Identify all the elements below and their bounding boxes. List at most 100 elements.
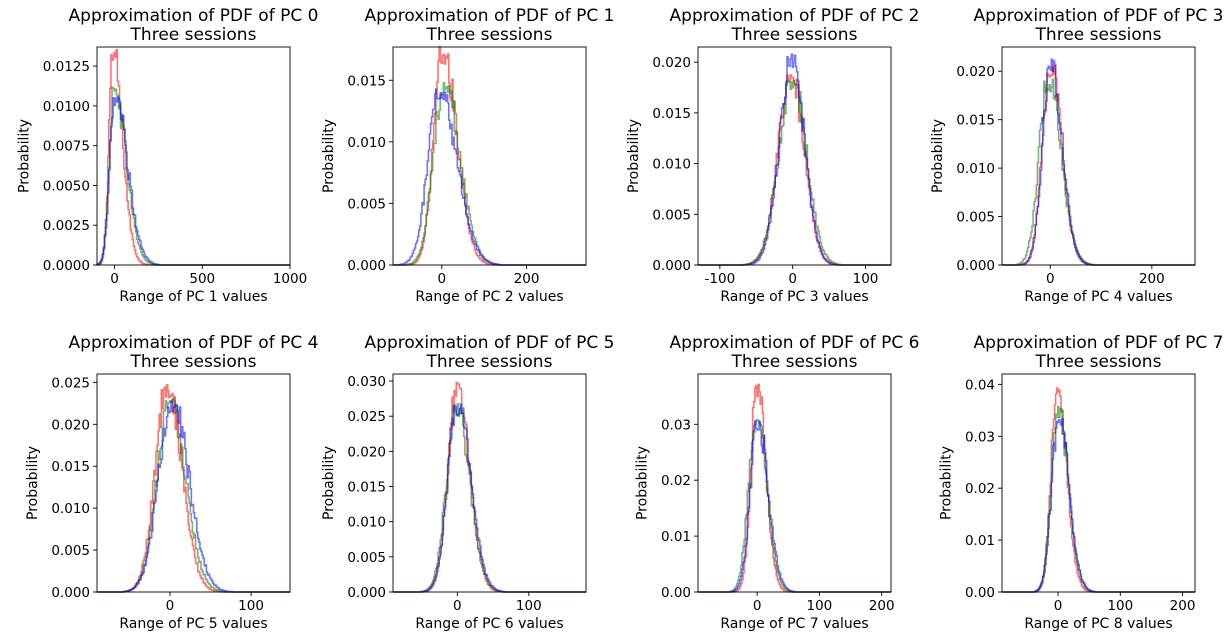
y-tick-label: 0.005 (652, 207, 691, 223)
y-tick-label: 0.020 (347, 444, 386, 460)
subplot-subtitle: Three sessions (1035, 352, 1162, 372)
y-tick-label: 0.010 (652, 157, 691, 173)
y-axis-label: Probability (25, 446, 41, 520)
y-tick-label: 0.0075 (43, 139, 90, 155)
histogram-series-0 (393, 45, 586, 266)
x-tick-label: 200 (869, 598, 895, 614)
histogram-series-0 (393, 381, 586, 593)
histogram-series-1 (97, 398, 290, 593)
y-tick-label: 0.000 (347, 258, 386, 274)
x-axis-label: Range of PC 3 values (720, 289, 868, 305)
x-axis-label: Range of PC 8 values (1024, 616, 1172, 632)
y-axis-label: Probability (939, 446, 955, 520)
x-tick-label: 200 (1139, 271, 1165, 287)
subplot-title: Approximation of PDF of PC 1 (365, 6, 615, 26)
y-tick-label: 0.0000 (43, 258, 90, 274)
histogram-series-2 (1002, 418, 1195, 593)
subplot-title: Approximation of PDF of PC 5 (365, 333, 615, 353)
y-tick-label: 0.00 (965, 585, 995, 601)
x-axis-label: Range of PC 6 values (415, 616, 563, 632)
plot-frame (96, 373, 291, 593)
y-axis-label: Probability (635, 446, 651, 520)
histogram-series-group (698, 53, 891, 266)
x-tick-label: 0 (166, 598, 175, 614)
y-tick-label: 0.025 (51, 375, 90, 391)
y-tick-label: 0.0025 (43, 218, 90, 234)
y-tick-label: 0.000 (347, 585, 386, 601)
plot-frame (697, 46, 892, 266)
subplot-subtitle: Three sessions (731, 352, 858, 372)
subplot-subtitle: Three sessions (426, 352, 553, 372)
subplot-title: Approximation of PDF of PC 2 (670, 6, 920, 26)
y-tick-label: 0.020 (956, 64, 995, 80)
x-tick-label: 200 (514, 271, 540, 287)
x-axis-label: Range of PC 1 values (119, 289, 267, 305)
x-axis-label: Range of PC 7 values (720, 616, 868, 632)
subplot-subtitle: Three sessions (130, 25, 257, 45)
y-tick-label: 0.015 (347, 73, 386, 89)
y-tick-label: 0.020 (51, 417, 90, 433)
histogram-series-2 (698, 420, 891, 593)
subplot-title: Approximation of PDF of PC 6 (670, 333, 920, 353)
y-tick-label: 0.010 (51, 501, 90, 517)
histogram-series-1 (96, 86, 290, 266)
y-tick-label: 0.025 (347, 409, 386, 425)
subplot-title: Approximation of PDF of PC 0 (69, 6, 319, 26)
y-tick-label: 0.000 (956, 258, 995, 274)
plot-frame (392, 373, 587, 593)
histogram-series-1 (698, 418, 891, 593)
x-tick-label: 100 (853, 271, 879, 287)
y-tick-label: 0.000 (652, 258, 691, 274)
histogram-series-0 (698, 383, 891, 593)
y-tick-label: 0.0125 (43, 59, 90, 75)
y-axis-label: Probability (626, 119, 642, 193)
histogram-series-group (1002, 387, 1195, 593)
x-tick-label: 0 (453, 598, 462, 614)
x-tick-label: 0 (437, 271, 446, 287)
y-tick-label: 0.005 (956, 210, 995, 226)
histogram-series-0 (698, 74, 891, 266)
subplot-subtitle: Three sessions (1035, 25, 1162, 45)
subplot-subtitle: Three sessions (130, 352, 257, 372)
histogram-series-1 (1002, 78, 1195, 266)
y-axis-label: Probability (321, 446, 337, 520)
x-tick-label: 0 (753, 598, 762, 614)
x-tick-label: 1000 (273, 271, 307, 287)
x-tick-label: -100 (705, 271, 736, 287)
x-tick-label: 100 (516, 598, 542, 614)
histogram-series-0 (97, 384, 290, 593)
histogram-series-group (698, 383, 891, 593)
y-axis-label: Probability (321, 119, 337, 193)
x-tick-label: 100 (807, 598, 833, 614)
subplot-subtitle: Three sessions (426, 25, 553, 45)
y-tick-label: 0.00 (661, 585, 691, 601)
y-tick-label: 0.0100 (43, 99, 90, 115)
y-tick-label: 0.000 (51, 585, 90, 601)
histogram-series-group (96, 49, 290, 266)
histogram-series-1 (1002, 405, 1195, 593)
x-tick-label: 0 (1046, 271, 1055, 287)
y-tick-label: 0.015 (652, 106, 691, 122)
x-tick-label: 100 (238, 598, 264, 614)
y-tick-label: 0.010 (347, 135, 386, 151)
histogram-series-group (393, 381, 586, 593)
plot-frame (96, 46, 291, 266)
x-tick-label: 500 (189, 271, 215, 287)
y-tick-label: 0.010 (956, 161, 995, 177)
y-tick-label: 0.03 (965, 429, 995, 445)
x-tick-label: 200 (1170, 598, 1196, 614)
x-tick-label: 0 (110, 271, 119, 287)
y-tick-label: 0.020 (652, 55, 691, 71)
plot-frame (1001, 373, 1196, 593)
plot-frame (697, 373, 892, 593)
y-tick-label: 0.01 (965, 533, 995, 549)
histogram-series-0 (1002, 387, 1195, 593)
y-tick-label: 0.04 (965, 377, 995, 393)
y-tick-label: 0.02 (661, 473, 691, 489)
x-axis-label: Range of PC 2 values (415, 289, 563, 305)
